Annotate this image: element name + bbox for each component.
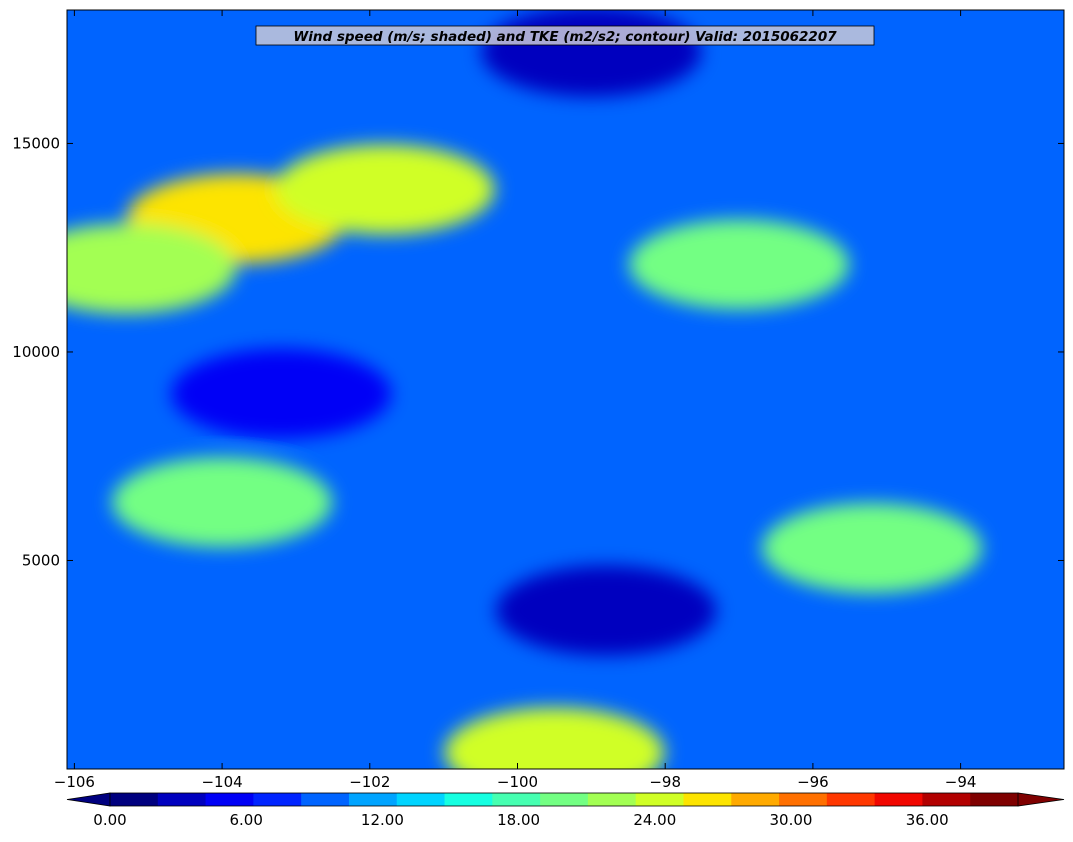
y-axis: 5000 10000 15000: [12, 134, 1064, 569]
x-tick-label: −102: [349, 773, 390, 791]
chart-title: Wind speed (m/s; shaded) and TKE (m2/s2;…: [293, 29, 837, 45]
chart-title-group: Wind speed (m/s; shaded) and TKE (m2/s2;…: [255, 25, 875, 46]
colorbar-segment: [587, 793, 637, 806]
colorbar-segment: [348, 793, 398, 806]
colorbar-extend-min: [66, 792, 111, 807]
colorbar-segment: [826, 793, 876, 806]
colorbar-tick-label: 24.00: [633, 811, 676, 829]
y-tick-label: 5000: [22, 551, 60, 569]
field-feature-mid-max-east: [761, 502, 982, 593]
colorbar-frame: [109, 792, 1019, 807]
colorbar-segment: [922, 793, 971, 806]
field-feature-upper-min: [481, 10, 702, 97]
field-feature-mid-min-west: [171, 348, 392, 439]
colorbar-segment: [540, 793, 589, 806]
colorbar-extend-max: [1017, 792, 1065, 807]
colorbar-segment: [874, 793, 923, 806]
colorbar-tick-label: 6.00: [229, 811, 262, 829]
colorbar-segment: [683, 793, 732, 806]
colorbar-segment: [731, 793, 780, 806]
field-feature-upper-jet-east: [629, 219, 850, 310]
colorbar-segment: [253, 793, 302, 806]
plot-frame: [66, 9, 1065, 770]
colorbar-segment: [157, 793, 207, 806]
colorbar-segment: [444, 793, 493, 806]
colorbar-segment: [396, 793, 446, 806]
colorbar-segment: [970, 793, 1019, 806]
colorbar-tick-label: 12.00: [361, 811, 404, 829]
y-tick-label: 15000: [12, 134, 60, 152]
field-feature-western-column: [67, 223, 237, 314]
x-tick-label: −106: [54, 773, 95, 791]
colorbar-tick-label: 36.00: [906, 811, 949, 829]
x-tick-label: −104: [201, 773, 242, 791]
wind-speed-field: [67, 10, 1064, 769]
colorbar-segment: [301, 793, 350, 806]
colorbar-segment: [110, 793, 159, 806]
field-feature-low-min-center: [496, 565, 717, 656]
field-feature-mid-max-west: [112, 457, 333, 548]
colorbar-tick-label: 30.00: [770, 811, 813, 829]
colorbar-segment: [779, 793, 828, 806]
colorbar-segment: [492, 793, 541, 806]
x-tick-label: −100: [497, 773, 538, 791]
colorbar-segment: [205, 793, 254, 806]
x-axis: −106 −104 −102 −100 −98 −96 −94: [54, 10, 977, 791]
colorbar-tick-label: 0.00: [93, 811, 126, 829]
x-tick-label: −94: [945, 773, 977, 791]
title-background: [255, 25, 875, 46]
x-tick-label: −96: [797, 773, 829, 791]
field-features: [67, 10, 982, 769]
x-tick-label: −98: [649, 773, 681, 791]
field-feature-upper-jet-core: [274, 144, 495, 235]
y-tick-label: 10000: [12, 343, 60, 361]
colorbar: 0.00 6.00 12.00 18.00 24.00 30.00 36.00: [66, 792, 1065, 829]
field-feature-low-level-jet: [444, 707, 665, 769]
colorbar-segment: [635, 793, 684, 806]
colorbar-tick-label: 18.00: [497, 811, 540, 829]
